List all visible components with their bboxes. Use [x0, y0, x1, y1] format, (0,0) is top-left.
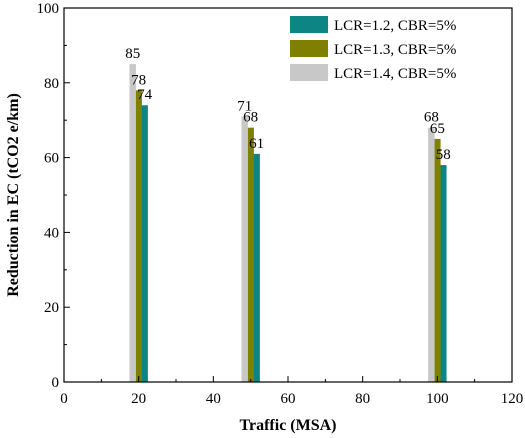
- bar-series-2-point-1: [241, 116, 248, 383]
- x-tick-label: 80: [355, 391, 370, 407]
- data-label-series-2-point-2: 68: [424, 110, 439, 126]
- x-axis: 0 20 40 60 80 100 120: [60, 376, 523, 407]
- bar-series-0-point-2: [440, 165, 447, 382]
- x-tick-label: 100: [426, 391, 449, 407]
- legend-label-2: LCR=1.4, CBR=5%: [334, 66, 456, 82]
- y-tick-label: 40: [44, 225, 59, 241]
- y-tick-label: 60: [44, 151, 59, 167]
- y-tick-label: 0: [52, 375, 60, 391]
- legend-label-1: LCR=1.3, CBR=5%: [334, 42, 456, 58]
- data-label-series-0-point-2: 58: [436, 147, 451, 163]
- y-axis: 0 20 40 60 80 100: [37, 1, 70, 391]
- legend-label-0: LCR=1.2, CBR=5%: [334, 18, 456, 34]
- x-tick-label: 120: [501, 391, 524, 407]
- legend: LCR=1.2, CBR=5% LCR=1.3, CBR=5% LCR=1.4, C…: [290, 16, 456, 82]
- bar-series-0-point-1: [253, 153, 260, 382]
- data-label-series-1-point-2: 65: [430, 121, 445, 137]
- bars: [129, 64, 447, 383]
- legend-swatch-0: [290, 16, 328, 33]
- x-tick-label: 40: [206, 391, 221, 407]
- bar-series-1-point-2: [434, 138, 441, 382]
- bar-series-0-point-0: [141, 105, 148, 383]
- data-label-series-1-point-0: 78: [131, 72, 146, 88]
- bar-series-2-point-0: [129, 64, 136, 382]
- x-axis-title: Traffic (MSA): [240, 417, 337, 434]
- data-label-series-2-point-0: 85: [125, 46, 140, 62]
- x-tick-label: 60: [281, 391, 296, 407]
- data-label-series-0-point-1: 61: [249, 136, 264, 152]
- legend-swatch-1: [290, 40, 328, 57]
- y-tick-label: 100: [37, 1, 60, 17]
- x-tick-label: 0: [60, 391, 68, 407]
- data-label-series-1-point-1: 68: [243, 110, 258, 126]
- bar-series-2-point-2: [428, 127, 435, 383]
- x-tick-label: 20: [131, 391, 146, 407]
- data-label-series-0-point-0: 74: [137, 87, 153, 103]
- y-tick-label: 20: [44, 300, 59, 316]
- bar-series-1-point-0: [135, 90, 142, 382]
- legend-swatch-2: [290, 64, 328, 81]
- y-tick-label: 80: [44, 76, 59, 92]
- bar-series-1-point-1: [247, 127, 254, 383]
- data-label-series-2-point-1: 71: [237, 98, 252, 114]
- y-axis-title: Reduction in EC (tCO2 e/km): [5, 93, 22, 297]
